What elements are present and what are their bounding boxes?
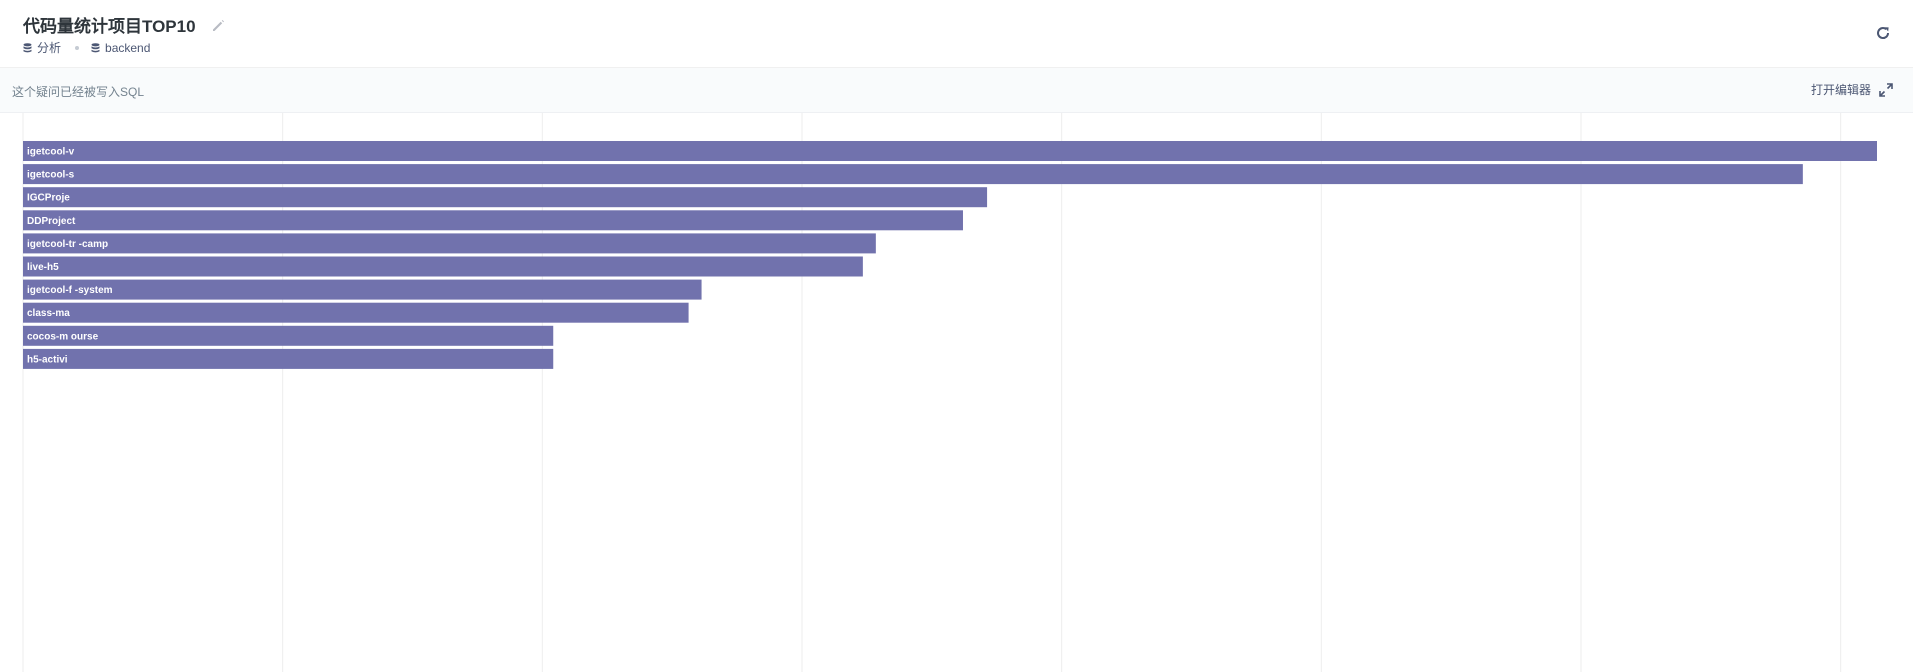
bar-6[interactable] [23, 279, 702, 300]
database-name: backend [105, 40, 151, 55]
bar-label-8: cocos-m ourse [27, 331, 99, 342]
bar-3[interactable] [23, 210, 963, 231]
bar-label-7: class-ma [27, 308, 70, 319]
title-row: 代码量统计项目TOP10 [23, 12, 226, 37]
bar-5[interactable] [23, 256, 863, 277]
chart-area: igetcool-v igetcool-s IGCProje DDProject ige… [0, 113, 1913, 672]
sql-notice-bar: 这个疑问已经被写入SQL 打开编辑器 [0, 68, 1913, 113]
bar-label-6: igetcool-f -system [27, 285, 113, 296]
bar-label-0: igetcool-v [27, 147, 75, 158]
database-icon [91, 42, 100, 52]
bar-7[interactable] [23, 302, 689, 323]
bar-label-4: igetcool-tr -camp [27, 239, 108, 250]
pencil-icon[interactable] [210, 17, 226, 33]
refresh-icon[interactable] [1875, 25, 1891, 41]
bar-label-5: live-h5 [27, 262, 59, 273]
bar-0[interactable] [23, 141, 1877, 161]
bar-label-9: h5-activi [27, 354, 68, 365]
question-meta: 分析 backend [23, 39, 150, 56]
bar-label-2: IGCProje [27, 193, 70, 204]
expand-icon [1879, 82, 1893, 97]
collection-name: 分析 [37, 41, 62, 55]
bar-labels: igetcool-v igetcool-s IGCProje DDProject ige… [27, 147, 113, 366]
bar-1[interactable] [23, 164, 1803, 185]
database-icon [23, 42, 32, 52]
bar-label-3: DDProject [27, 216, 76, 227]
open-editor-button[interactable]: 打开编辑器 [1811, 81, 1893, 98]
open-editor-label: 打开编辑器 [1810, 83, 1871, 97]
bar-9[interactable] [23, 348, 554, 369]
bars [23, 141, 1877, 369]
sql-notice-text: 这个疑问已经被写入SQL [12, 85, 145, 99]
question-header: 代码量统计项目TOP10 分析 backend [0, 0, 1913, 68]
bar-8[interactable] [23, 325, 554, 346]
bar-label-1: igetcool-s [27, 170, 75, 181]
meta-separator [75, 45, 80, 50]
question-title: 代码量统计项目TOP10 [23, 17, 196, 36]
bar-4[interactable] [23, 233, 876, 254]
bar-chart: igetcool-v igetcool-s IGCProje DDProject ige… [22, 113, 1877, 672]
collection-link[interactable]: 分析 [23, 39, 61, 56]
bar-2[interactable] [23, 187, 988, 208]
database-link[interactable]: backend [91, 41, 150, 55]
